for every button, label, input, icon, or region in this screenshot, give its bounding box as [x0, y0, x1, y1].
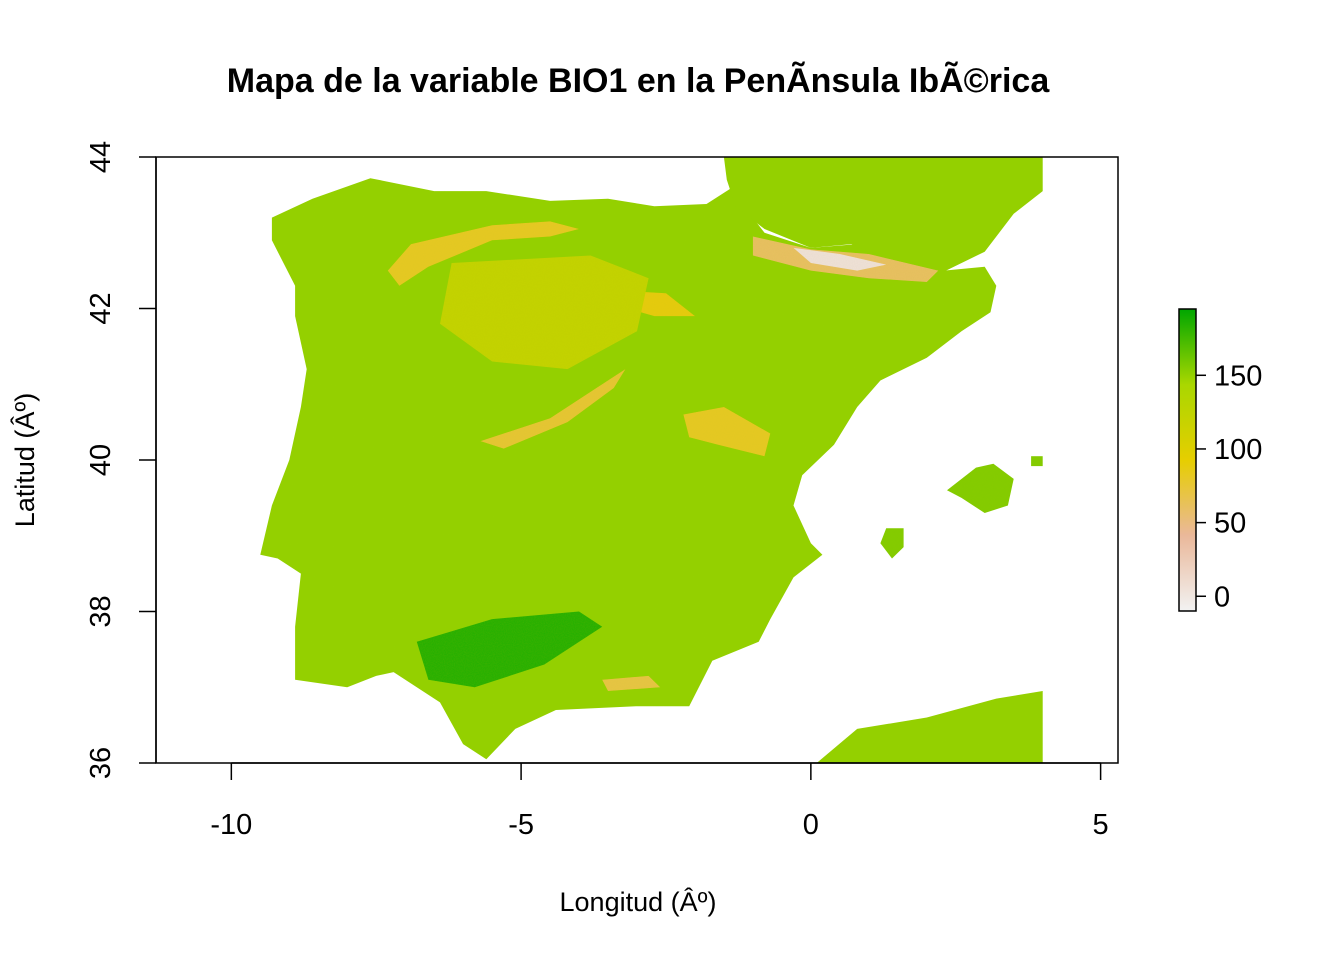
y-tick-label: 44 [85, 141, 117, 173]
region-ibiza [880, 528, 904, 559]
region-france [723, 157, 1043, 275]
region-pyrenees-peaks [793, 247, 887, 271]
y-tick-label: 40 [85, 444, 117, 476]
y-axis-label: Latitud (Âº) [9, 393, 40, 527]
legend-tick-label: 100 [1214, 434, 1262, 466]
region-africa [816, 691, 1043, 763]
region-cantabrian-range [387, 221, 579, 286]
region-sierra-nevada [602, 675, 661, 691]
legend-tick-label: 0 [1214, 581, 1230, 613]
y-tick-label: 38 [85, 595, 117, 627]
region-menorca [1031, 456, 1043, 467]
x-tick-label: 0 [803, 809, 819, 841]
region-guadalquivir-valley [416, 611, 603, 688]
legend-tick-label: 50 [1214, 508, 1246, 540]
y-axis: 36 38 40 42 44 [85, 141, 157, 779]
y-tick-label: 42 [85, 292, 117, 324]
x-tick-label: -5 [508, 809, 534, 841]
x-tick-label: 5 [1093, 809, 1109, 841]
x-tick-label: -10 [210, 809, 252, 841]
raster-layer [260, 157, 1043, 763]
region-mallorca [947, 463, 1014, 513]
region-central-system [480, 369, 626, 449]
region-meseta-north [440, 255, 649, 370]
x-axis-label: Longitud (Âº) [560, 886, 717, 917]
y-tick-label: 36 [85, 747, 117, 779]
legend-colorbar [1178, 308, 1197, 612]
chart-title: Mapa de la variable BIO1 en la PenÃ­nsul… [227, 62, 1051, 100]
color-legend: 0 50 100 150 [1178, 308, 1262, 613]
region-iberian-system-south [683, 407, 771, 457]
legend-tick-label: 150 [1214, 360, 1262, 392]
x-axis: -10 -5 0 5 [210, 762, 1109, 841]
